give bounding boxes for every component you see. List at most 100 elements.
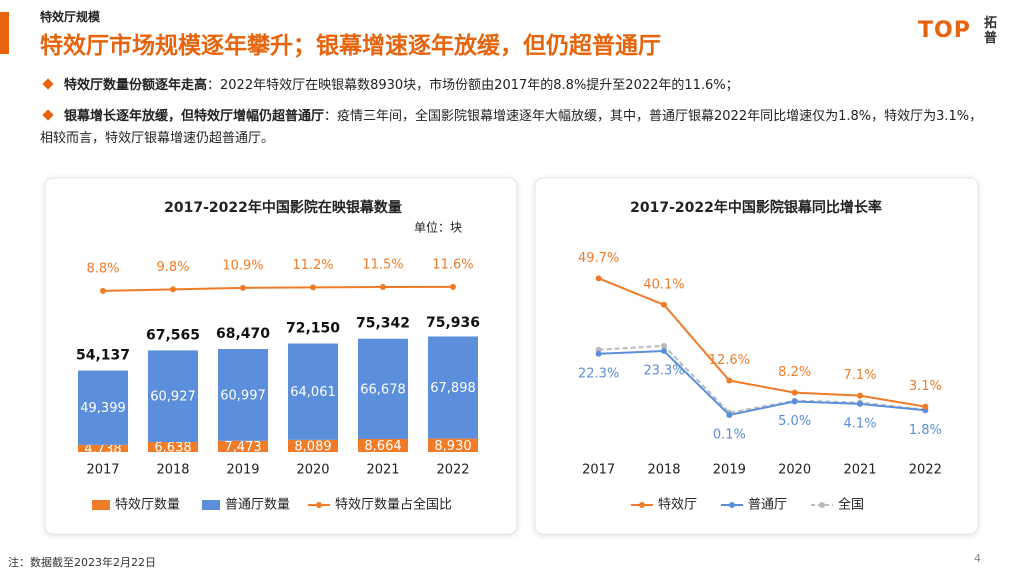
- footnote: 注：数据截至2023年2月22日: [8, 556, 156, 569]
- bullet-text: ：2022年特效厅在映银幕数8930块，市场份额由2017年的8.8%提升至20…: [207, 78, 739, 93]
- x-tick-label: 2018: [647, 463, 680, 478]
- bar-segment: [148, 350, 198, 443]
- legend-swatch: [316, 502, 322, 508]
- legend-swatch: [639, 502, 645, 508]
- bar-segment: [428, 336, 478, 439]
- x-tick-label: 2020: [778, 463, 811, 478]
- value-label: 7,473: [224, 440, 261, 455]
- value-label: 66,678: [360, 382, 406, 397]
- value-label: 3.1%: [909, 379, 942, 394]
- value-label: 64,061: [290, 385, 336, 400]
- x-tick-label: 2018: [156, 463, 189, 478]
- page-number: 4: [974, 552, 981, 565]
- point: [791, 389, 798, 396]
- value-label: 4.1%: [843, 416, 876, 431]
- series-line: [102, 285, 454, 292]
- chart-title: 2017-2022年中国影院银幕同比增长率: [630, 199, 882, 216]
- bullet: 银幕增长逐年放缓，但特效厅增幅仍超普通厅：疫情三年间，全国影院银幕增速逐年大幅放…: [40, 106, 985, 150]
- point: [791, 398, 798, 405]
- value-label: 8.2%: [778, 365, 811, 380]
- value-label: 23.3%: [643, 364, 684, 379]
- x-tick-label: 2021: [843, 463, 876, 478]
- value-label: 5.0%: [778, 414, 811, 429]
- legend-label: 特效厅数量: [115, 498, 180, 513]
- x-tick-label: 2019: [226, 463, 259, 478]
- bar-segment: [218, 349, 268, 441]
- x-tick-label: 2017: [86, 463, 119, 478]
- value-label: 60,997: [220, 388, 266, 403]
- legend-swatch: [92, 500, 110, 510]
- logo-name: 拓普: [984, 16, 998, 46]
- point: [726, 377, 733, 384]
- value-label: 7.1%: [843, 368, 876, 383]
- legend-swatch: [819, 502, 825, 508]
- x-tick-label: 2022: [436, 463, 469, 478]
- value-label: 8,664: [364, 439, 401, 454]
- point: [726, 411, 733, 418]
- series-line: [598, 350, 926, 417]
- point: [661, 301, 667, 308]
- total-label: 54,137: [76, 348, 130, 364]
- x-tick-label: 2021: [366, 463, 399, 478]
- value-label: 8,930: [434, 439, 471, 454]
- bullet: 特效厅数量份额逐年走高：2022年特效厅在映银幕数8930块，市场份额由2017…: [40, 75, 985, 97]
- unit-label: 单位：块: [414, 220, 462, 235]
- legend-label: 特效厅数量占全国比: [335, 497, 452, 513]
- bar-segment: [78, 444, 128, 452]
- bar-segment: [358, 338, 408, 439]
- logo-mark: TOP: [918, 18, 971, 43]
- bar-segment: [78, 370, 128, 445]
- legend-swatch: [729, 502, 735, 508]
- accent-bar: [0, 12, 9, 54]
- point: [100, 287, 106, 294]
- value-label: 10.9%: [222, 258, 263, 273]
- value-label: 67,898: [430, 381, 476, 396]
- total-label: 68,470: [216, 326, 270, 342]
- total-label: 67,565: [146, 327, 200, 343]
- value-label: 12.6%: [709, 353, 750, 368]
- value-label: 0.1%: [713, 427, 746, 442]
- legend-label: 特效厅: [658, 498, 697, 513]
- slide-title: 特效厅市场规模逐年攀升；银幕增速逐年放缓，但仍超普通厅: [40, 33, 661, 59]
- section-label: 特效厅规模: [40, 10, 101, 24]
- bar-segment: [148, 442, 198, 452]
- value-label: 8,089: [294, 439, 331, 454]
- total-label: 75,342: [356, 316, 410, 332]
- point: [922, 403, 929, 410]
- legend-label: 全国: [838, 497, 864, 513]
- legend-label: 普通厅: [748, 498, 787, 513]
- value-label: 40.1%: [643, 277, 684, 292]
- value-label: 60,927: [150, 390, 196, 405]
- total-label: 75,936: [426, 315, 480, 331]
- bullet-lead: 银幕增长逐年放缓，但特效厅增幅仍超普通厅: [64, 109, 325, 124]
- value-label: 11.5%: [362, 258, 403, 273]
- bullet-lead: 特效厅数量份额逐年走高: [64, 78, 208, 93]
- x-tick-label: 2020: [296, 463, 329, 478]
- series-line: [598, 277, 926, 408]
- bullet-text: ：疫情三年间，全国影院银幕增速逐年大幅放缓，其中，普通厅银幕2022年同比增速仅…: [40, 109, 983, 146]
- x-tick-label: 2022: [909, 463, 942, 478]
- legend-swatch: [202, 500, 220, 510]
- point: [240, 284, 246, 291]
- value-label: 49,399: [80, 401, 126, 416]
- point: [857, 400, 863, 407]
- value-label: 6,638: [154, 441, 191, 456]
- bar-segment: [428, 438, 478, 452]
- point: [661, 348, 667, 355]
- bar-segment: [288, 343, 338, 440]
- point: [595, 275, 602, 282]
- bar-segment: [218, 440, 268, 452]
- value-label: 4,738: [84, 442, 121, 457]
- legend-label: 普通厅数量: [225, 498, 290, 513]
- value-label: 11.6%: [432, 257, 473, 272]
- bar-segment: [358, 438, 408, 452]
- series-line: [598, 344, 926, 414]
- point: [857, 392, 863, 399]
- point: [661, 342, 667, 349]
- value-label: 8.8%: [86, 261, 119, 276]
- value-label: 49.7%: [578, 251, 619, 266]
- value-label: 22.3%: [578, 366, 619, 381]
- point: [450, 283, 456, 290]
- x-tick-label: 2019: [713, 463, 746, 478]
